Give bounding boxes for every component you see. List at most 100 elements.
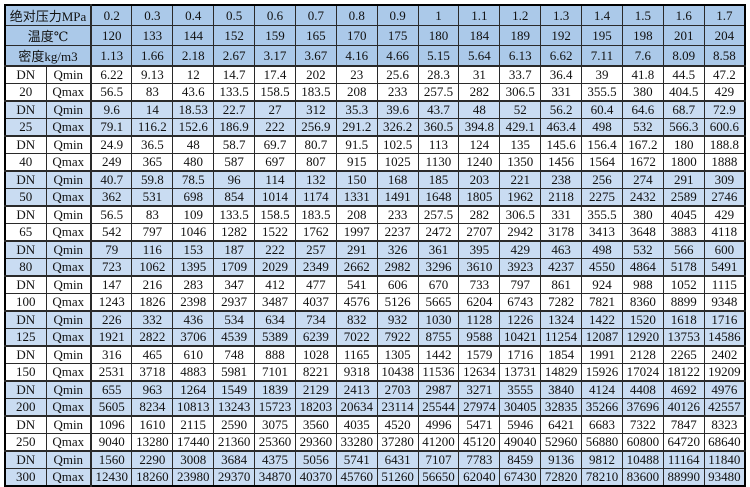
value-cell: 380 [621, 205, 664, 224]
dn125-qmin-row: DN Qmin 226 332 436 534 634 734 832 932 1030 1128 12… [4, 310, 746, 329]
value-cell: 124 [458, 135, 501, 154]
value-cell: 27974 [458, 398, 501, 417]
value-cell: 9.6 [90, 100, 133, 119]
value-cell: 11840 [703, 450, 746, 469]
value-cell: 1648 [417, 188, 460, 207]
value-cell: 1305 [376, 345, 419, 364]
value-cell: 1324 [540, 310, 582, 329]
value-cell: 17024 [621, 363, 664, 382]
value-cell: 1921 [90, 328, 133, 347]
dn-size-cell: 65 [4, 223, 47, 242]
value-cell: 7821 [581, 293, 623, 312]
dn-prefix-cell: DN [4, 310, 47, 329]
value-cell: 59.8 [131, 170, 174, 189]
value-cell: 56.5 [90, 205, 133, 224]
dn-size-cell: 50 [4, 188, 47, 207]
temperature-value: 201 [662, 25, 705, 46]
value-cell: 183.5 [294, 83, 337, 102]
value-cell: 1826 [131, 293, 174, 312]
value-cell: 132 [294, 170, 337, 189]
value-cell: 4520 [376, 415, 419, 434]
value-cell: 32835 [540, 398, 582, 417]
density-value: 2.67 [213, 45, 255, 67]
value-cell: 531 [131, 188, 174, 207]
value-cell: 37280 [376, 433, 419, 452]
value-cell: 167.2 [621, 135, 664, 154]
value-cell: 429 [499, 240, 542, 259]
value-cell: 542 [90, 223, 133, 242]
value-cell: 1130 [417, 153, 460, 172]
value-cell: 2349 [294, 258, 337, 277]
value-cell: 291 [335, 240, 378, 259]
dn25-qmin-row: DN Qmin 9.6 14 18.53 22.7 27 312 35.3 39.6 43.7 48 5… [4, 100, 746, 119]
value-cell: 1716 [703, 310, 746, 329]
value-cell: 208 [335, 83, 378, 102]
value-cell: 39.6 [376, 100, 419, 119]
value-cell: 394.8 [458, 118, 501, 137]
dn150-qmin-row: DN Qmin 316 465 610 748 888 1028 1165 1305 1442 157… [4, 345, 746, 364]
value-cell: 41200 [417, 433, 460, 452]
value-cell: 187 [213, 240, 255, 259]
value-cell: 28.3 [417, 65, 460, 84]
density-value: 6.13 [499, 45, 542, 67]
value-cell: 5126 [376, 293, 419, 312]
dn65-qmin-row: DN Qmin 56.5 83 109 133.5 158.5 183.5 208 233 257.… [4, 205, 746, 224]
value-cell: 10438 [376, 363, 419, 382]
value-cell: 150 [335, 170, 378, 189]
value-cell: 233 [376, 83, 419, 102]
qmin-label-cell: Qmin [45, 65, 92, 84]
value-cell: 3413 [581, 223, 623, 242]
value-cell: 4883 [172, 363, 215, 382]
pressure-value: 1.3 [540, 4, 582, 26]
value-cell: 22.7 [213, 100, 255, 119]
value-cell: 2129 [294, 380, 337, 399]
value-cell: 133.5 [213, 83, 255, 102]
value-cell: 185 [417, 170, 460, 189]
value-cell: 7322 [621, 415, 664, 434]
value-cell: 18203 [294, 398, 337, 417]
value-cell: 72820 [540, 468, 582, 487]
value-cell: 2029 [254, 258, 296, 277]
value-cell: 2237 [376, 223, 419, 242]
dn300-qmin-row: DN Qmin 1560 2290 3008 3684 4375 5056 5741 6431 71… [4, 450, 746, 469]
value-cell: 4692 [662, 380, 705, 399]
value-cell: 4408 [621, 380, 664, 399]
value-cell: 1282 [213, 223, 255, 242]
value-cell: 9040 [90, 433, 133, 452]
value-cell: 7107 [417, 450, 460, 469]
value-cell: 670 [417, 275, 460, 294]
value-cell: 116.2 [131, 118, 174, 137]
qmin-label-cell: Qmin [45, 100, 92, 119]
value-cell: 14829 [540, 363, 582, 382]
temperature-value: 192 [540, 25, 582, 46]
value-cell: 14 [131, 100, 174, 119]
value-cell: 91.5 [335, 135, 378, 154]
value-cell: 6683 [581, 415, 623, 434]
temperature-value: 144 [172, 25, 215, 46]
value-cell: 83 [131, 83, 174, 102]
value-cell: 202 [294, 65, 337, 84]
dn100-qmin-row: DN Qmin 147 216 283 347 412 477 541 606 670 733 797 8… [4, 275, 746, 294]
value-cell: 1456 [540, 153, 582, 172]
dn-size-cell: 200 [4, 398, 47, 417]
value-cell: 21360 [213, 433, 255, 452]
value-cell: 2115 [172, 415, 215, 434]
value-cell: 5946 [499, 415, 542, 434]
value-cell: 2746 [703, 188, 746, 207]
value-cell: 1115 [703, 275, 746, 294]
value-cell: 1028 [294, 345, 337, 364]
value-cell: 4118 [703, 223, 746, 242]
dn-prefix-cell: DN [4, 170, 47, 189]
pressure-value: 0.2 [90, 4, 133, 26]
value-cell: 587 [213, 153, 255, 172]
dn300-qmax-row: 300 Qmax 12430 18260 23980 29370 34870 40370 457… [4, 468, 746, 487]
dn-size-cell: 100 [4, 293, 47, 312]
value-cell: 96 [213, 170, 255, 189]
density-value: 8.09 [662, 45, 705, 67]
value-cell: 436 [172, 310, 215, 329]
value-cell: 5981 [213, 363, 255, 382]
value-cell: 9136 [540, 450, 582, 469]
value-cell: 532 [621, 118, 664, 137]
value-cell: 40370 [294, 468, 337, 487]
